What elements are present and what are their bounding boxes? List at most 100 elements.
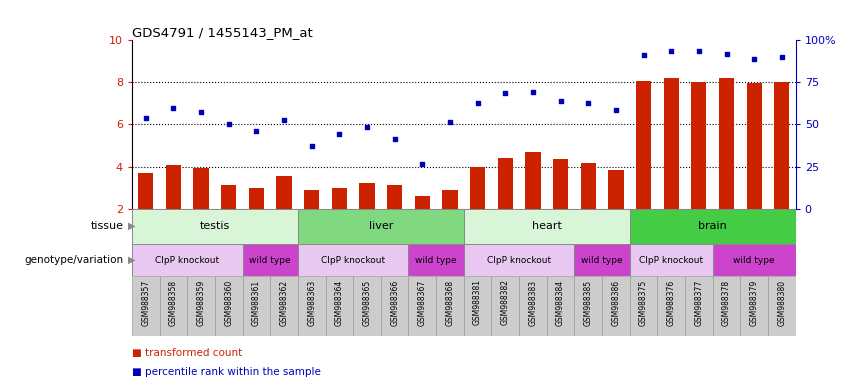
Point <box>139 115 152 121</box>
Bar <box>547 276 574 336</box>
Bar <box>132 209 298 244</box>
Bar <box>414 196 430 209</box>
Text: GSM988383: GSM988383 <box>528 280 538 326</box>
Point <box>720 51 734 57</box>
Bar <box>580 163 596 209</box>
Text: GSM988364: GSM988364 <box>334 280 344 326</box>
Bar <box>525 152 540 209</box>
Bar <box>740 276 768 336</box>
Text: GDS4791 / 1455143_PM_at: GDS4791 / 1455143_PM_at <box>132 26 312 39</box>
Text: GSM988382: GSM988382 <box>500 280 510 326</box>
Point <box>692 48 705 54</box>
Point <box>471 100 484 106</box>
Point <box>167 104 180 111</box>
Bar <box>464 209 630 244</box>
Bar <box>298 244 408 276</box>
Point <box>194 109 208 115</box>
Text: GSM988368: GSM988368 <box>445 280 454 326</box>
Text: GSM988379: GSM988379 <box>750 280 759 326</box>
Bar <box>464 276 492 336</box>
Text: wild type: wild type <box>581 256 623 265</box>
Bar <box>492 276 519 336</box>
Text: GSM988384: GSM988384 <box>556 280 565 326</box>
Bar <box>248 187 264 209</box>
Text: GSM988361: GSM988361 <box>252 280 261 326</box>
Bar <box>132 244 243 276</box>
Point <box>526 89 540 95</box>
Bar <box>277 176 292 209</box>
Bar <box>713 244 796 276</box>
Point <box>305 142 318 149</box>
Bar <box>160 276 187 336</box>
Bar <box>298 276 326 336</box>
Bar <box>553 159 568 209</box>
Text: GSM988385: GSM988385 <box>584 280 593 326</box>
Point <box>360 124 374 130</box>
Bar <box>630 276 657 336</box>
Point <box>637 52 650 58</box>
Text: GSM988378: GSM988378 <box>722 280 731 326</box>
Bar <box>221 185 237 209</box>
Bar <box>498 158 513 209</box>
Text: ▶: ▶ <box>128 221 135 231</box>
Text: GSM988360: GSM988360 <box>224 280 233 326</box>
Bar <box>298 209 464 244</box>
Point <box>333 131 346 137</box>
Point <box>554 98 568 104</box>
Bar <box>304 190 319 209</box>
Text: GSM988357: GSM988357 <box>141 280 151 326</box>
Text: ClpP knockout: ClpP knockout <box>155 256 220 265</box>
Point <box>499 90 512 96</box>
Text: genotype/variation: genotype/variation <box>25 255 123 265</box>
Bar <box>443 190 458 209</box>
Bar <box>630 209 796 244</box>
Bar <box>243 244 298 276</box>
Text: GSM988377: GSM988377 <box>694 280 704 326</box>
Point <box>388 136 402 142</box>
Text: wild type: wild type <box>249 256 291 265</box>
Bar <box>685 276 713 336</box>
Bar <box>574 276 603 336</box>
Text: tissue: tissue <box>90 221 123 231</box>
Text: liver: liver <box>368 221 393 231</box>
Bar <box>664 78 679 209</box>
Bar <box>657 276 685 336</box>
Bar <box>603 276 630 336</box>
Bar <box>193 167 208 209</box>
Point <box>277 117 291 123</box>
Bar <box>713 276 740 336</box>
Point <box>222 121 236 127</box>
Bar <box>243 276 271 336</box>
Text: GSM988363: GSM988363 <box>307 280 317 326</box>
Point <box>775 54 789 60</box>
Bar <box>332 187 347 209</box>
Point <box>443 119 457 126</box>
Bar <box>359 184 374 209</box>
Text: GSM988376: GSM988376 <box>666 280 676 326</box>
Bar <box>636 81 651 209</box>
Text: ClpP knockout: ClpP knockout <box>321 256 386 265</box>
Bar <box>691 83 706 209</box>
Bar <box>464 244 574 276</box>
Bar <box>768 276 796 336</box>
Text: GSM988380: GSM988380 <box>777 280 786 326</box>
Point <box>249 128 263 134</box>
Bar <box>408 276 437 336</box>
Bar <box>719 78 734 209</box>
Text: testis: testis <box>200 221 230 231</box>
Bar <box>166 166 181 209</box>
Bar <box>138 173 153 209</box>
Text: ClpP knockout: ClpP knockout <box>639 256 703 265</box>
Bar <box>746 83 762 209</box>
Text: GSM988362: GSM988362 <box>279 280 288 326</box>
Text: GSM988386: GSM988386 <box>611 280 620 326</box>
Bar <box>470 167 485 209</box>
Text: ■ percentile rank within the sample: ■ percentile rank within the sample <box>132 367 321 377</box>
Text: GSM988358: GSM988358 <box>168 280 178 326</box>
Text: ▶: ▶ <box>128 255 135 265</box>
Bar <box>387 185 403 209</box>
Text: ■ transformed count: ■ transformed count <box>132 348 243 358</box>
Bar <box>326 276 353 336</box>
Point <box>665 48 678 54</box>
Point <box>747 56 761 62</box>
